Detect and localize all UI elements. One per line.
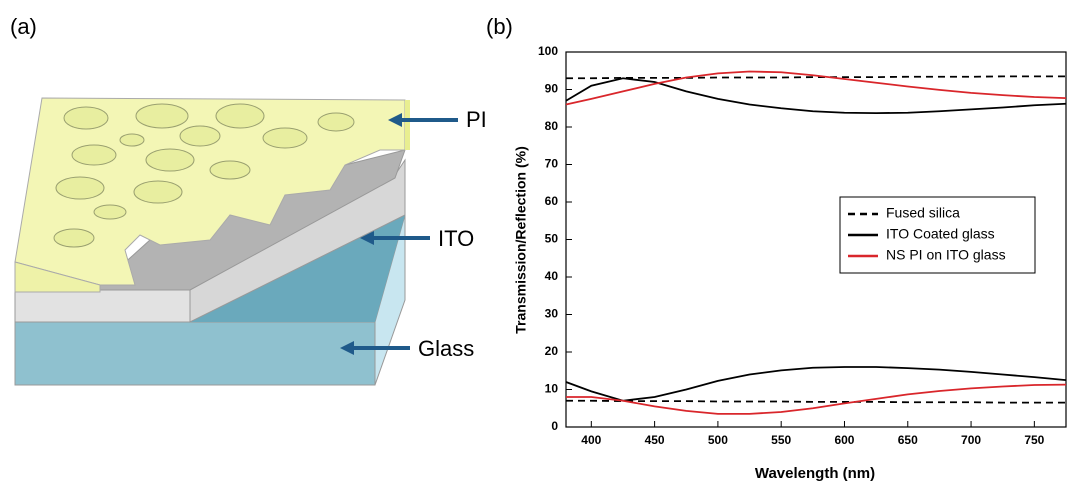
layer-diagram: [15, 98, 410, 385]
pore: [318, 113, 354, 131]
series-line: [566, 367, 1066, 401]
series-line: [566, 78, 1066, 113]
legend-label: Fused silica: [886, 205, 960, 221]
series-line: [566, 76, 1066, 78]
pore: [94, 205, 126, 219]
pore: [216, 104, 264, 128]
y-tick-label: 30: [545, 307, 559, 321]
pore: [210, 161, 250, 179]
pi-side: [405, 100, 410, 150]
panel-label: (a): [10, 14, 37, 39]
pore: [263, 128, 307, 148]
pore: [54, 229, 94, 247]
x-tick-label: 700: [961, 433, 981, 447]
layer-label: Glass: [418, 336, 474, 361]
pore: [64, 107, 108, 129]
x-tick-label: 600: [834, 433, 854, 447]
y-tick-label: 90: [545, 82, 559, 96]
y-tick-label: 20: [545, 344, 559, 358]
pore: [56, 177, 104, 199]
pore: [146, 149, 194, 171]
legend-label: NS PI on ITO glass: [886, 247, 1006, 263]
x-axis-label: Wavelength (nm): [755, 465, 875, 482]
x-tick-label: 550: [771, 433, 791, 447]
y-tick-label: 70: [545, 157, 559, 171]
series-line: [566, 401, 1066, 403]
pore: [136, 104, 188, 128]
legend-label: ITO Coated glass: [886, 226, 995, 242]
pore: [180, 126, 220, 146]
layer-label: PI: [466, 107, 487, 132]
glass-front: [15, 322, 375, 385]
y-axis-label: Transmission/Reflection (%): [513, 146, 529, 333]
y-tick-label: 50: [545, 232, 559, 246]
layer-label: ITO: [438, 226, 474, 251]
y-tick-label: 10: [545, 382, 559, 396]
x-tick-label: 500: [708, 433, 728, 447]
figure: (a): [0, 0, 1068, 486]
pore: [72, 145, 116, 165]
pore: [134, 181, 182, 203]
x-tick-label: 450: [645, 433, 665, 447]
pore: [120, 134, 144, 146]
y-tick-label: 0: [551, 419, 558, 433]
x-tick-label: 400: [581, 433, 601, 447]
y-tick-label: 40: [545, 269, 559, 283]
panel-label: (b): [486, 14, 513, 39]
x-tick-label: 750: [1024, 433, 1044, 447]
y-tick-label: 80: [545, 119, 559, 133]
y-tick-label: 60: [545, 194, 559, 208]
ito-front: [15, 290, 190, 322]
x-tick-label: 650: [898, 433, 918, 447]
y-tick-label: 100: [538, 44, 558, 58]
